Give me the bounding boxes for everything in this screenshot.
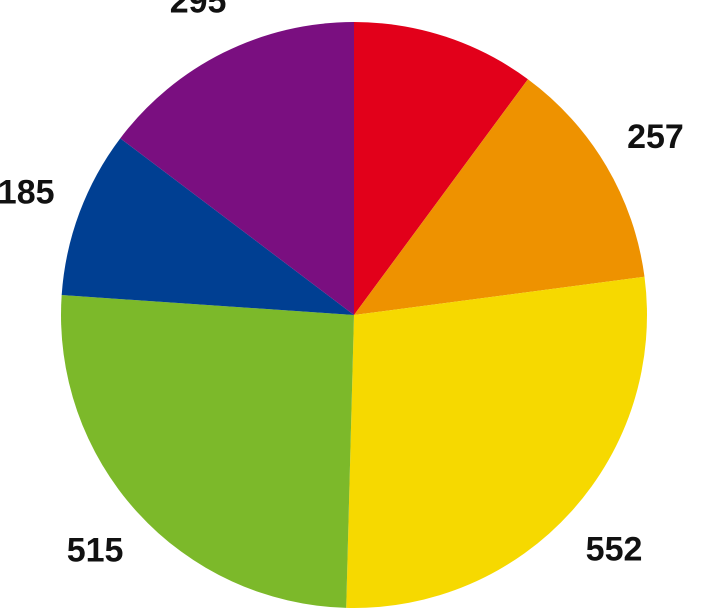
pie-slice-4 [61, 138, 355, 315]
pie-slice-1 [354, 79, 645, 315]
pie-slices [61, 21, 647, 609]
pie-slice-label-5: 295 [170, 0, 227, 21]
pie-slice-3 [61, 295, 354, 608]
pie-slice-label-1: 257 [627, 118, 684, 156]
pie-slice-2 [346, 276, 647, 609]
pie-slice-0 [354, 21, 528, 315]
pie-slice-5 [120, 21, 354, 315]
pie-slice-label-2: 552 [586, 530, 643, 568]
pie-labels: 203 257 552 515 185 295 [0, 0, 684, 570]
pie-slice-label-4: 185 [0, 173, 55, 211]
pie-slice-label-3: 515 [67, 532, 124, 570]
pie-slice-label-0: 203 [435, 0, 492, 2]
